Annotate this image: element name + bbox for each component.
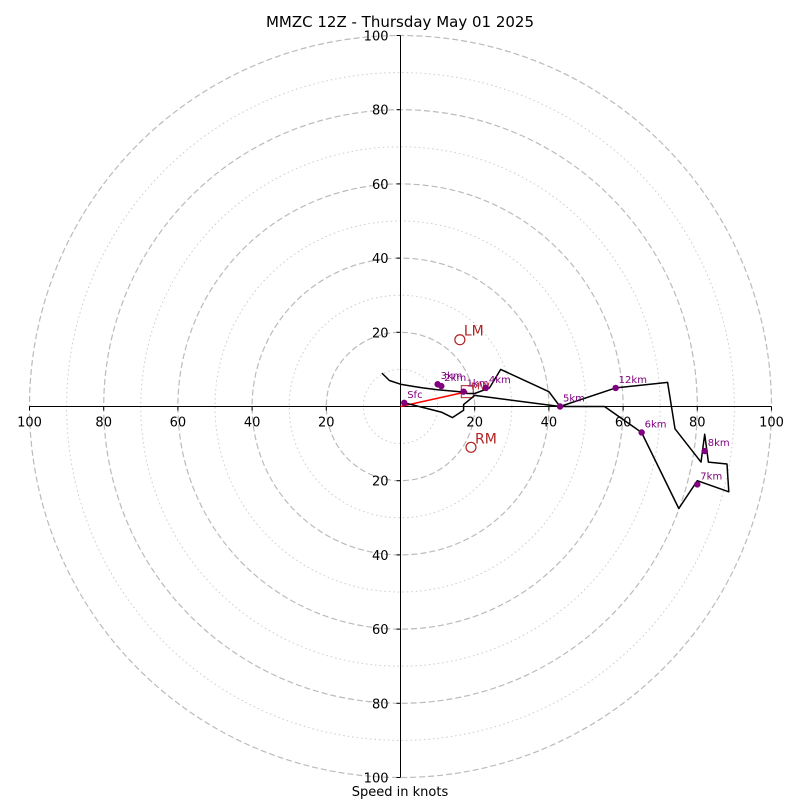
x-tick-label: 100 [759,416,784,431]
x-axis-label: Speed in knots [352,785,449,800]
storm-motion-label: RM [475,431,497,447]
height-marker-dot [401,399,408,406]
height-marker-label: 5km [563,394,585,405]
mean-wind-label: MW [471,382,490,393]
y-tick-label: 40 [372,252,389,267]
x-tick-label: 20 [318,416,335,431]
y-tick-label: 100 [364,30,389,45]
height-marker-dot [612,384,619,392]
height-marker-label: 7km [700,471,722,482]
x-tick-label: 60 [615,416,632,431]
y-tick-label: 20 [372,326,389,341]
x-tick-label: 80 [95,416,112,431]
height-marker-label: 3km [441,371,463,382]
height-marker-label: 4km [489,375,511,386]
x-tick-label: 40 [541,416,558,431]
y-tick-label: 40 [372,549,389,564]
height-marker-label: Sfc [407,390,422,401]
height-marker-dot [556,403,564,410]
chart-title: MMZC 12Z - Thursday May 01 2025 [266,13,534,31]
hodograph-series: MW [381,368,730,510]
storm-motion-circle [465,441,477,453]
height-marker-label: 2km [444,373,466,384]
tick-labels: 20 20 20 20 40 40 40 40 60 60 60 60 80 80 80 80 100 100 10… [17,30,784,787]
y-tick-label: 60 [372,623,389,638]
hodograph-line [381,368,730,510]
y-tick-label: 80 [372,104,389,119]
storm-motion-circle [454,334,466,346]
height-marker-dot [701,447,708,455]
height-marker-dot [434,381,441,388]
x-tick-label: 80 [689,416,706,431]
y-tick-label: 80 [372,697,389,712]
height-marker-dot [638,429,645,436]
x-tick-label: 100 [17,416,42,431]
storm-motion-markers: LM RM [454,324,497,453]
height-marker-dot [482,384,490,392]
y-tick-label: 60 [372,178,389,193]
height-marker-label: 8km [708,438,730,449]
height-marker-label: 12km [619,375,647,386]
height-marker-dot [694,481,701,488]
x-tick-label: 60 [170,416,187,431]
height-marker-label: 1km [467,379,489,390]
y-tick-label: 20 [372,475,389,490]
height-marker-dot [460,388,467,395]
y-tick-label: 100 [364,772,389,787]
height-marker-label: 6km [645,419,667,430]
x-tick-label: 20 [466,416,483,431]
x-tick-label: 40 [244,416,261,431]
storm-motion-label: LM [464,324,484,340]
